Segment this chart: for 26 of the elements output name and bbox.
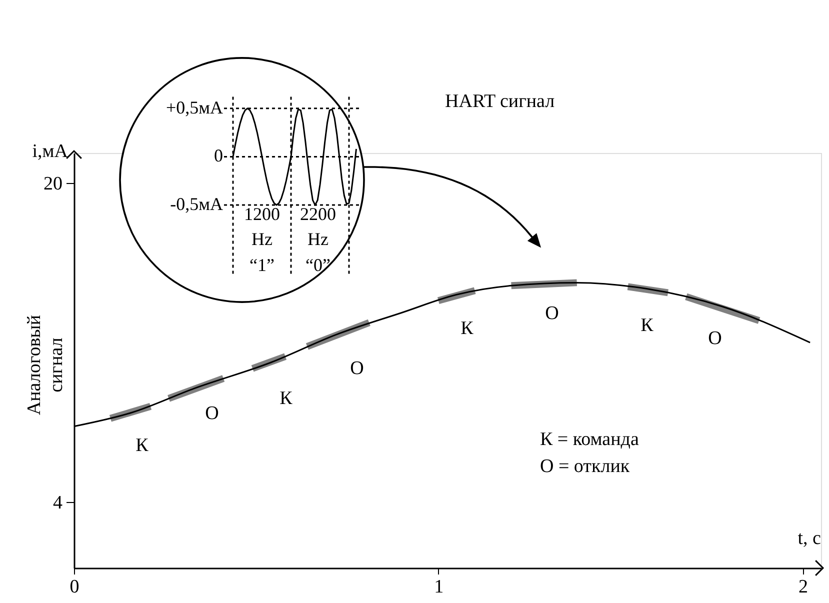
y-axis-title: Аналоговый сигнал — [24, 314, 67, 416]
annotation: О — [205, 403, 219, 424]
annotation: К — [460, 318, 474, 339]
annotation: К — [136, 435, 149, 456]
annotation: О = отклик — [540, 456, 630, 477]
y-tick-label: -0,5мА — [170, 194, 223, 214]
text: i,мА — [32, 141, 68, 162]
annotation: 2200 Hz — [300, 204, 336, 249]
y-tick-label: 0 — [214, 146, 223, 166]
x-tick-label: 2 — [798, 576, 808, 598]
x-tick-label: 1 — [434, 576, 444, 598]
annotation: К — [280, 388, 293, 409]
annotation: “0” — [306, 255, 330, 275]
annotation: К — [640, 315, 654, 336]
x-tick-label: 0 — [70, 576, 80, 598]
y-tick-label: 20 — [44, 173, 62, 194]
x-axis-title: t, с — [798, 528, 821, 549]
annotation: “1” — [250, 255, 274, 275]
annotation: О — [545, 303, 559, 324]
annotation: К = команда — [540, 429, 640, 450]
annotation: О — [708, 328, 722, 349]
text: HART сигнал — [445, 91, 556, 112]
y-tick-label: +0,5мА — [166, 97, 223, 118]
annotation: О — [350, 358, 364, 379]
annotation: 1200 Hz — [244, 204, 280, 249]
y-tick-label: 4 — [53, 492, 63, 514]
